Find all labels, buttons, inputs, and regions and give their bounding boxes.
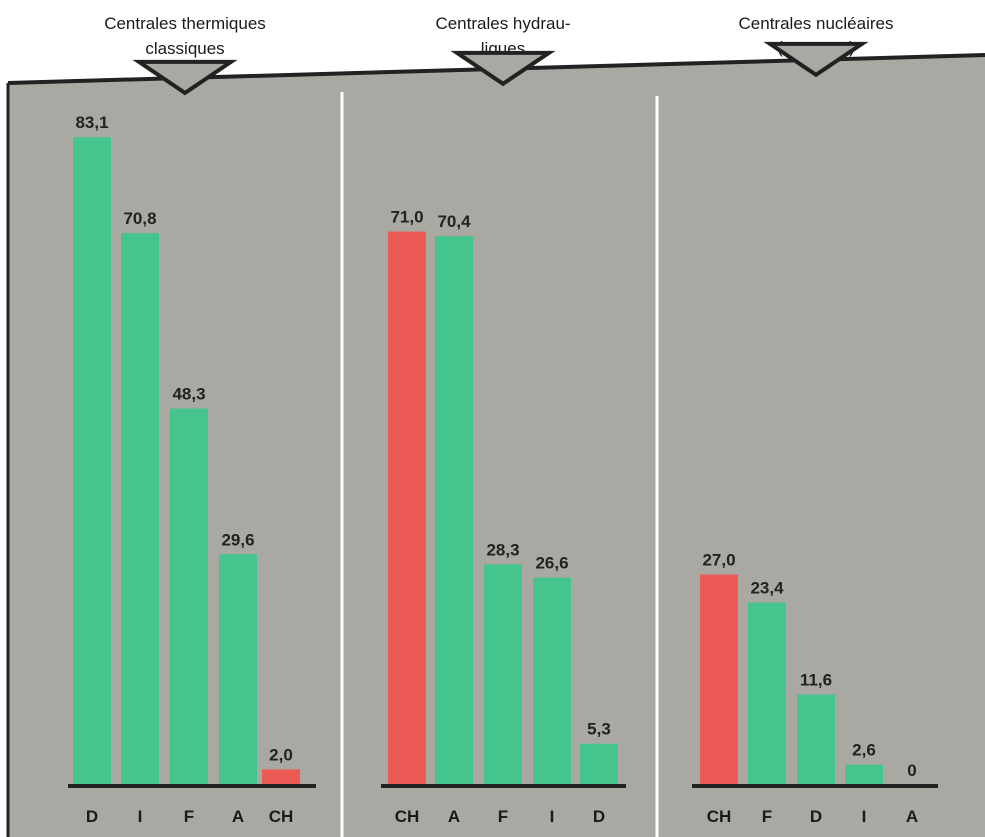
chart-panel-1: Centrales thermiques classiques 83,1 D 70,8 I…: [68, 14, 316, 826]
bar: [580, 743, 618, 785]
bar: [533, 577, 571, 785]
category-tick-label: CH: [707, 807, 732, 826]
bar-value-label: 2,0: [269, 745, 293, 764]
category-tick-label: A: [906, 807, 918, 826]
bar-value-label: 83,1: [75, 113, 108, 132]
category-tick-label: D: [810, 807, 822, 826]
category-tick-label: A: [448, 807, 460, 826]
bar-value-label: 23,4: [750, 579, 784, 598]
bar-value-label: 48,3: [172, 385, 205, 404]
bar-value-label: 27,0: [702, 551, 735, 570]
bar: [170, 408, 208, 785]
panel-title: classiques: [145, 39, 224, 58]
category-tick-label: F: [498, 807, 508, 826]
category-tick-label: CH: [269, 807, 294, 826]
bar-value-label: 70,8: [123, 209, 156, 228]
bar-value-label: 5,3: [587, 720, 611, 739]
bar: [388, 231, 426, 785]
bar-value-label: 2,6: [852, 741, 876, 760]
panel-title: Centrales hydrau-: [435, 14, 570, 33]
panel-title: Centrales thermiques: [104, 14, 266, 33]
chart-panel-2: Centrales hydrau-liques71,0CH70,4A28,3F2…: [381, 14, 626, 826]
panel-pointer-marker: [132, 59, 238, 96]
bar: [435, 236, 473, 785]
bar-value-label: 26,6: [535, 554, 568, 573]
bar: [219, 554, 257, 785]
bar-value-label: 29,6: [221, 530, 254, 549]
category-tick-label: F: [762, 807, 772, 826]
bar-value-label: 11,6: [800, 671, 832, 690]
bar: [262, 769, 300, 785]
bar: [700, 574, 738, 785]
panel-pointer-marker: [763, 41, 869, 78]
bar: [845, 764, 883, 785]
bar: [121, 233, 159, 785]
category-tick-label: D: [86, 807, 98, 826]
category-tick-label: CH: [395, 807, 420, 826]
chart-panel-3: Centrales nucléaires(et autres)27,0CH23,…: [692, 14, 938, 826]
bar-value-label: 70,4: [437, 212, 471, 231]
bar-value-label: 71,0: [390, 208, 423, 227]
bar: [748, 602, 786, 785]
category-tick-label: I: [550, 807, 555, 826]
category-tick-label: D: [593, 807, 605, 826]
panel-pointer-marker: [450, 50, 556, 87]
bar-value-label: 28,3: [486, 540, 519, 559]
category-tick-label: I: [138, 807, 143, 826]
category-tick-label: F: [184, 807, 194, 826]
panel-title: Centrales nucléaires: [739, 14, 894, 33]
bar: [484, 564, 522, 785]
category-tick-label: I: [862, 807, 867, 826]
bar-value-label: 0: [907, 761, 916, 780]
bar: [73, 137, 111, 786]
bar: [797, 694, 835, 785]
category-tick-label: A: [232, 807, 244, 826]
